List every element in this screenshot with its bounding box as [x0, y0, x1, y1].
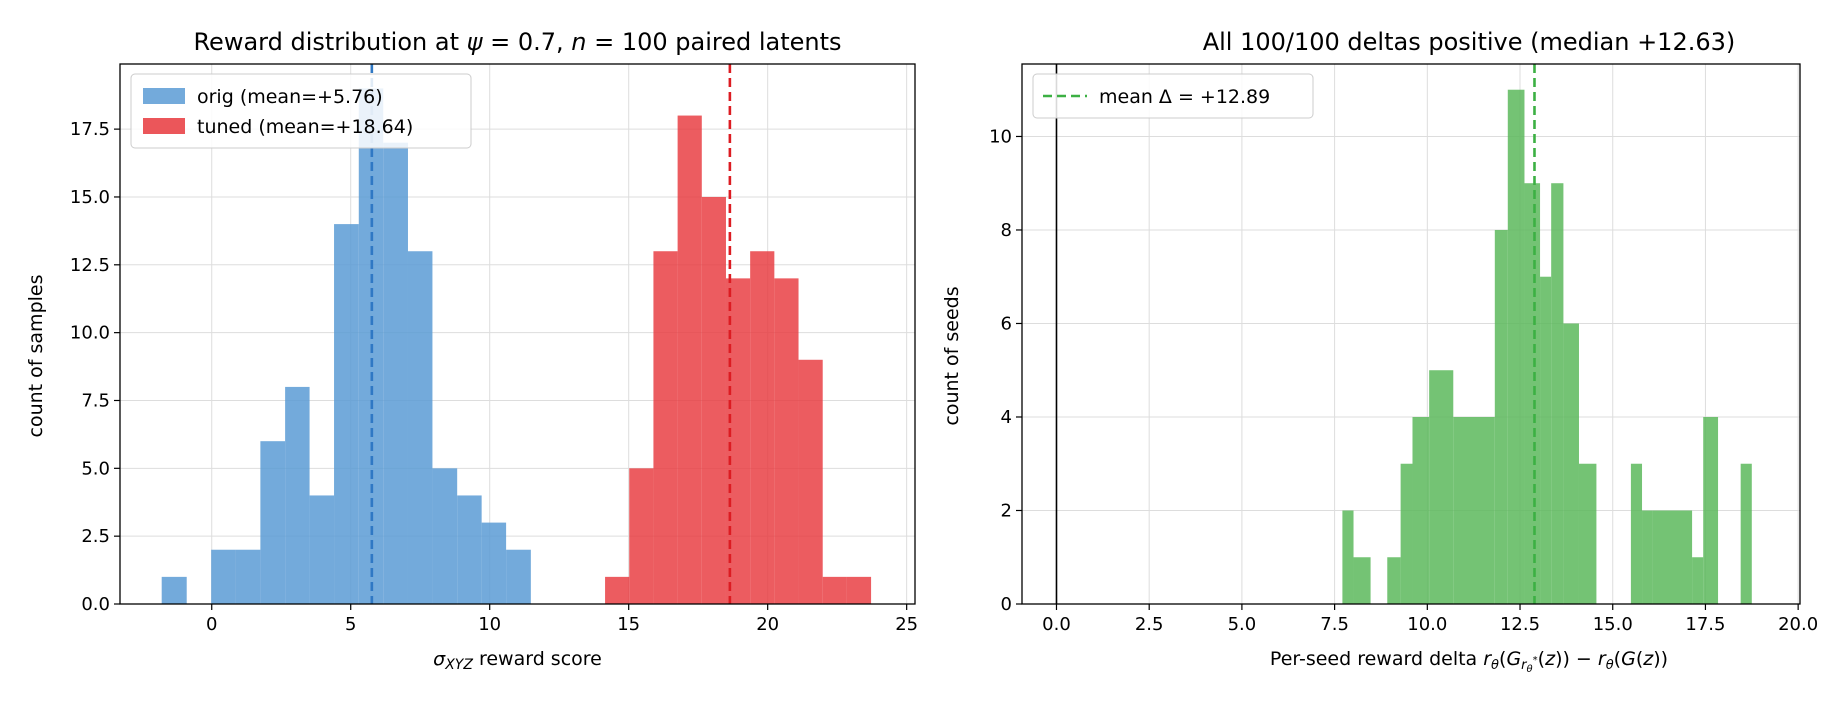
- histogram-bar: [846, 576, 872, 604]
- histogram-bar: [605, 576, 630, 604]
- histogram-bar: [1652, 510, 1693, 604]
- y-tick-label: 15.0: [70, 187, 110, 208]
- y-tick-label: 10.0: [70, 323, 110, 344]
- bars: [161, 88, 872, 604]
- histogram-bar: [1630, 463, 1643, 604]
- chart-per-seed-deltas: 0.0 2.5 5.0 7.5 10.0 12.5 15.0 17.5 20.0 0 2 4 6 8 10 m…: [941, 28, 1818, 675]
- plot-frame: [1021, 63, 1801, 605]
- y-tick-label: 0.0: [81, 594, 110, 615]
- x-tick-label: 17.5: [1685, 614, 1725, 635]
- histogram-bar: [1692, 557, 1704, 604]
- y-tick-label: 2.5: [81, 526, 110, 547]
- histogram-bar: [506, 549, 531, 604]
- x-tick-label: 25: [895, 614, 918, 635]
- y-tick-label: 6: [1001, 313, 1012, 334]
- histogram-bar: [235, 549, 261, 604]
- x-tick-label: 15: [617, 614, 640, 635]
- histogram-bar: [1578, 463, 1597, 604]
- histogram-bar: [1642, 510, 1653, 604]
- histogram-bar: [383, 142, 408, 604]
- histogram-bar: [457, 495, 482, 604]
- y-tick-label: 4: [1001, 407, 1012, 428]
- axes: 0 5 10 15 20 25 0.0 2.5 5.0 7.5 10.0 12.5 15.0 17.5: [70, 63, 918, 635]
- bars: [1342, 89, 1752, 605]
- histogram-bar: [1563, 323, 1579, 604]
- histogram-bar: [774, 278, 799, 604]
- histogram-bar: [481, 522, 507, 604]
- x-tick-label: 20: [756, 614, 779, 635]
- y-tick-label: 7.5: [81, 390, 110, 411]
- reference-lines: [1055, 64, 1536, 604]
- histogram-bar: [285, 386, 310, 604]
- histogram-bar: [1429, 370, 1454, 604]
- histogram-bar: [1540, 276, 1552, 604]
- y-axis-label: count of seeds: [941, 286, 963, 425]
- legend-swatch: [143, 118, 185, 134]
- chart-title: Reward distribution at ψ = 0.7, n = 100 …: [193, 28, 841, 56]
- x-tick-label: 5: [345, 614, 356, 635]
- legend-box: [130, 73, 472, 149]
- histogram-bar: [1703, 416, 1719, 604]
- histogram-bar: [211, 549, 236, 604]
- histogram-bar: [407, 251, 433, 604]
- histogram-bar: [1494, 229, 1508, 604]
- legend-swatch: [143, 88, 185, 104]
- histogram-bar: [1400, 463, 1413, 604]
- y-tick-label: 8: [1001, 220, 1012, 241]
- histogram-bar: [1412, 416, 1430, 604]
- x-tick-label: 7.5: [1320, 614, 1349, 635]
- legend-box: [1032, 73, 1314, 119]
- legend-label: tuned (mean=+18.64): [197, 116, 413, 138]
- legend: mean Δ = +12.89: [1032, 73, 1314, 119]
- reference-lines: [370, 64, 732, 604]
- histogram-bar: [629, 468, 654, 604]
- chart-title: All 100/100 deltas positive (median +12.…: [1203, 28, 1736, 56]
- histogram-bar: [1342, 510, 1354, 604]
- x-tick-label: 20.0: [1778, 614, 1818, 635]
- histogram-bar: [1507, 89, 1525, 604]
- y-tick-label: 12.5: [70, 255, 110, 276]
- y-tick-label: 10: [989, 126, 1012, 147]
- histogram-bar: [432, 468, 458, 604]
- x-tick-label: 12.5: [1500, 614, 1540, 635]
- y-tick-label: 5.0: [81, 458, 110, 479]
- x-tick-label: 0: [206, 614, 217, 635]
- x-tick-label: 5.0: [1228, 614, 1257, 635]
- histogram-bar: [260, 441, 286, 604]
- x-tick-label: 2.5: [1135, 614, 1164, 635]
- histogram-bar: [1740, 463, 1752, 604]
- histogram-bar: [161, 576, 187, 604]
- histogram-bar: [1453, 416, 1495, 604]
- histogram-bar: [1524, 183, 1541, 605]
- x-axis-label: Per-seed reward delta rθ(Grθ*(z)) − rθ(G…: [1270, 648, 1668, 675]
- histogram-bar: [309, 495, 335, 604]
- histogram-bar: [1353, 557, 1371, 604]
- histogram-bar: [1551, 183, 1564, 605]
- histogram-bar: [1387, 557, 1401, 604]
- x-tick-label: 0.0: [1042, 614, 1071, 635]
- legend-label: orig (mean=+5.76): [197, 86, 383, 108]
- legend-label: mean Δ = +12.89: [1099, 86, 1270, 108]
- histogram-bar: [798, 359, 823, 604]
- y-tick-label: 17.5: [70, 119, 110, 140]
- histogram-bar: [334, 224, 359, 604]
- y-tick-label: 0: [1001, 594, 1012, 615]
- y-tick-label: 2: [1001, 500, 1012, 521]
- y-axis-label: count of samples: [25, 275, 47, 438]
- x-axis-label: σXYZ reward score: [433, 648, 602, 673]
- x-tick-label: 10: [478, 614, 501, 635]
- plot-frame: [119, 63, 916, 605]
- axes: 0.0 2.5 5.0 7.5 10.0 12.5 15.0 17.5 20.0 0 2 4 6 8 10: [989, 63, 1818, 635]
- histogram-bar: [677, 115, 702, 604]
- chart-reward-distribution: 0 5 10 15 20 25 0.0 2.5 5.0 7.5 10.0 12.5 15.0 17.5 or…: [25, 28, 918, 673]
- histogram-bar: [822, 576, 847, 604]
- legend: orig (mean=+5.76) tuned (mean=+18.64): [130, 73, 472, 149]
- histogram-bar: [653, 251, 678, 604]
- histogram-bar: [750, 251, 775, 604]
- histogram-bar: [701, 196, 726, 604]
- x-tick-label: 10.0: [1407, 614, 1447, 635]
- x-tick-label: 15.0: [1593, 614, 1633, 635]
